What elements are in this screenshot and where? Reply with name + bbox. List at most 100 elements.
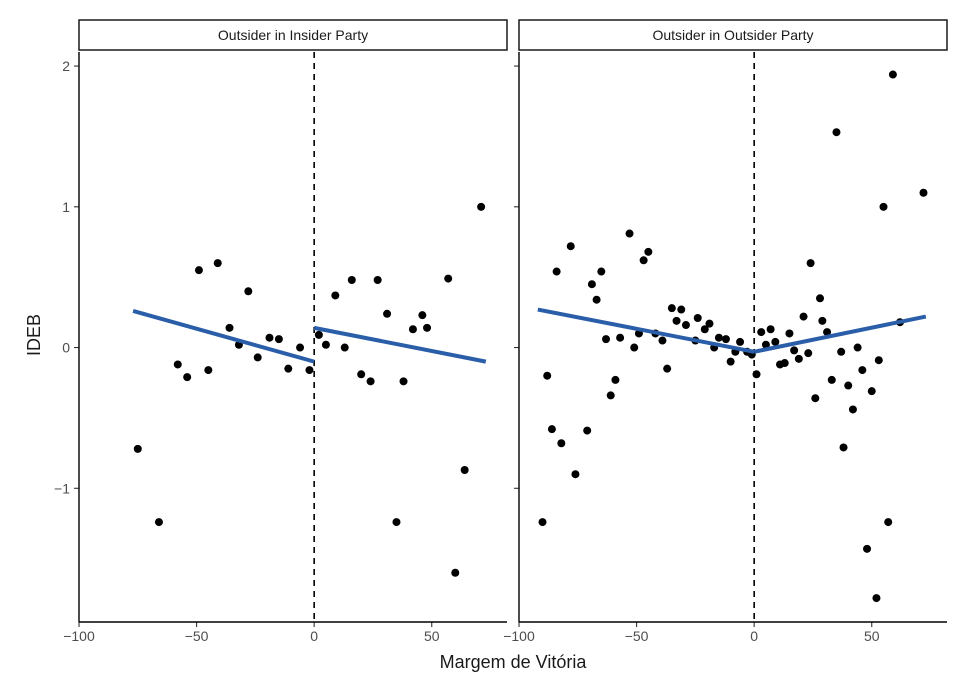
data-point [693,314,702,322]
data-point [794,354,803,363]
data-point [844,381,853,390]
data-point [340,343,349,352]
fit-line-left [537,307,755,354]
data-point [357,370,366,379]
y-axis-ticks: −1 0 1 2 [54,58,79,496]
data-point [863,544,872,553]
data-point [418,311,427,320]
x-tick-label: −50 [185,628,209,644]
x-tick-label: 50 [424,628,440,644]
data-point [681,321,690,330]
data-point [804,349,813,358]
data-point [816,294,825,303]
data-point [408,325,417,334]
data-point [366,377,375,386]
data-point [399,377,408,386]
data-point [373,276,382,284]
strip-label: Outsider in Insider Party [218,27,368,43]
data-point [714,333,723,342]
data-point [444,274,453,283]
strip-box [518,19,948,51]
data-point [460,466,469,474]
data-point [667,304,676,313]
data-point [757,328,766,337]
data-point [265,333,274,342]
data-point [663,364,672,373]
fit-line-right [313,325,487,364]
data-point [477,202,486,211]
data-point [766,325,775,334]
data-point [183,373,192,382]
data-points [538,70,928,603]
data-point [705,319,714,328]
data-point [677,305,686,314]
data-point [799,312,808,321]
data-point [602,335,611,344]
data-point [597,267,606,276]
x-axis-ticks: −100 −50 0 50 [503,622,880,644]
x-tick-label: 50 [864,628,880,644]
data-point [919,188,928,197]
data-point [867,387,876,396]
x-tick-label: −100 [63,628,95,644]
data-point [823,328,832,337]
data-point [383,309,392,318]
strip-box [78,19,508,51]
data-point [780,359,789,368]
data-point [853,343,862,352]
x-tick-label: −50 [625,628,649,644]
data-point [274,335,283,344]
data-point [644,247,653,256]
y-axis-ticks [514,65,519,489]
y-axis-title: IDEB [24,314,44,356]
data-point [726,357,735,366]
facet-panel-outsider-in-outsider-party: Outsider in Outsider Party −100 −50 0 50 [503,19,948,644]
data-point [606,391,615,400]
data-point [837,347,846,356]
data-point [761,340,770,349]
data-point [818,316,827,325]
fit-line-right [753,314,927,354]
facet-panel-outsider-in-insider-party: Outsider in Insider Party −100 −50 0 50 −1 0… [54,19,508,644]
data-point [392,518,401,527]
data-point [874,356,883,365]
x-tick-label: 0 [310,628,318,644]
y-tick-label: −1 [54,480,70,496]
data-point [547,425,556,434]
data-point [839,443,848,452]
data-point [721,335,730,344]
data-point [253,353,262,362]
data-point [154,518,163,527]
data-point [587,280,596,289]
data-point [888,70,897,79]
data-point [194,266,203,275]
data-point [811,394,820,403]
data-point [347,276,356,284]
data-point [305,366,314,375]
data-point [543,371,552,380]
data-point [625,229,634,238]
data-point [752,370,761,379]
data-point [133,444,142,453]
y-tick-label: 2 [62,58,70,74]
data-point [806,259,815,268]
y-tick-label: 0 [62,340,70,356]
x-tick-label: −100 [503,628,535,644]
data-point [630,343,639,352]
data-point [571,470,580,479]
data-point [700,325,709,334]
data-point [423,323,432,332]
data-points [133,202,486,577]
data-point [658,336,667,345]
data-point [331,291,340,300]
data-point [879,202,888,211]
data-point [204,366,213,375]
data-point [827,375,836,384]
data-point [790,346,799,355]
data-point [884,518,893,527]
y-tick-label: 1 [62,199,70,215]
data-point [321,340,330,349]
data-point [451,568,460,577]
data-point [557,439,566,448]
